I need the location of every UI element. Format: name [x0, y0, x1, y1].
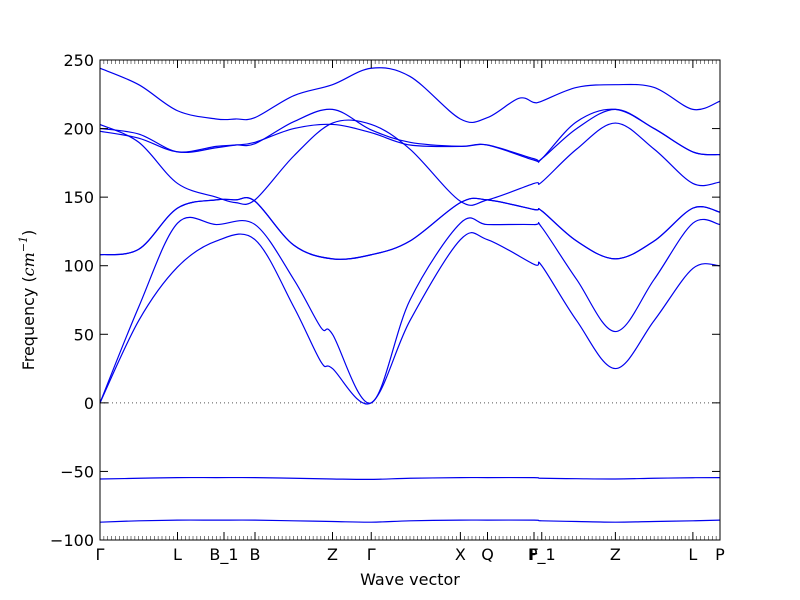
x-tick-label: F: [529, 545, 538, 564]
y-tick-label: 0: [84, 394, 94, 413]
phonon-branch-2: [99, 476, 721, 481]
axes-frame: [99, 59, 721, 541]
y-tick-label: −50: [60, 462, 94, 481]
y-tick-label: 200: [63, 120, 94, 139]
x-axis: Γ L B_1 B Z Γ X Q FP_1 Z L P: [96, 60, 725, 565]
y-label-prefix: Frequency (: [19, 276, 38, 370]
y-tick-label: −100: [50, 531, 94, 550]
x-axis-title: Wave vector: [360, 570, 460, 589]
y-tick-label: 250: [63, 51, 94, 70]
phonon-branch-5: [99, 196, 721, 260]
x-tick-label: L: [173, 545, 182, 564]
phonon-branch-4: [99, 216, 721, 404]
x-tick-label: P_1: [528, 545, 556, 565]
x-tick-label: B_1: [209, 545, 238, 565]
y-tick-label: 150: [63, 188, 94, 207]
y-label-suffix: ): [19, 230, 38, 236]
x-tick-label: Γ: [96, 545, 105, 564]
phonon-branch-1: [99, 519, 721, 523]
x-tick-label: X: [455, 545, 466, 564]
x-tick-label: B: [250, 545, 261, 564]
x-tick-label: Q: [481, 545, 494, 564]
phonon-branch-3: [99, 232, 721, 405]
x-tick-label: L: [688, 545, 697, 564]
y-axis: −100 −50 0 50 100 150 200 250: [50, 51, 720, 550]
y-tick-label: 50: [74, 325, 94, 344]
phonon-branch-10: [99, 67, 721, 124]
plot-area: [99, 60, 721, 540]
y-label-unit: cm: [19, 252, 38, 276]
y-tick-label: 100: [63, 257, 94, 276]
x-tick-label: Z: [610, 545, 621, 564]
series-layer: [99, 67, 721, 523]
x-tick-label: Γ: [367, 545, 376, 564]
y-axis-title: Frequency (cm−1): [17, 230, 38, 371]
x-tick-label: Z: [327, 545, 338, 564]
phonon-branch-8: [99, 108, 721, 163]
x-tick-label: P: [715, 545, 725, 564]
phonon-branch-9: [99, 108, 721, 163]
y-label-exp: −1: [17, 236, 30, 252]
phonon-branch-7: [99, 119, 721, 206]
phonon-branch-6: [99, 196, 721, 260]
